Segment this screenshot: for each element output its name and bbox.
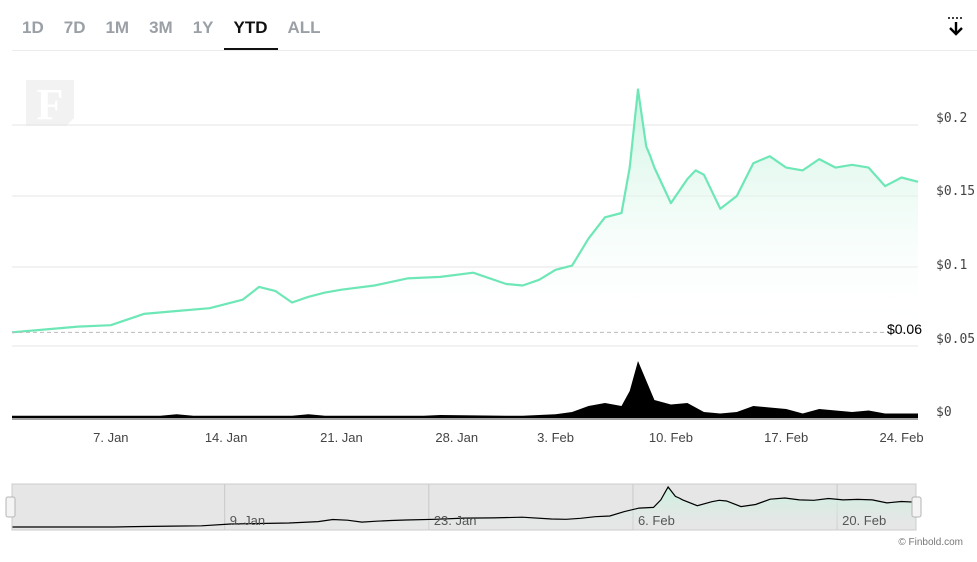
navigator-area <box>12 487 916 530</box>
range-tabs: 1D 7D 1M 3M 1Y YTD ALL <box>12 0 331 50</box>
navigator-x-tick-label: 23. Jan <box>434 513 477 528</box>
x-tick-label: 14. Jan <box>205 430 248 445</box>
tab-ytd[interactable]: YTD <box>223 12 278 50</box>
navigator-x-tick-label: 9. Jan <box>230 513 265 528</box>
y-tick-label: $0.2 <box>936 111 967 126</box>
start-price-label: $0.06 <box>887 321 922 337</box>
tab-all[interactable]: ALL <box>287 18 321 37</box>
navigator-right-handle[interactable] <box>911 496 922 518</box>
y-tick-label: $0.15 <box>936 184 975 199</box>
download-button[interactable] <box>945 14 967 38</box>
x-axis-ticks: 7. Jan 14. Jan 21. Jan 28. Jan 3. Feb 10. Feb… <box>93 430 923 445</box>
navigator-x-tick-label: 6. Feb <box>638 513 675 528</box>
x-tick-label: 3. Feb <box>537 430 574 445</box>
x-tick-label: 17. Feb <box>764 430 808 445</box>
price-chart[interactable]: F $0.06 $0 $0.05 $0.1 $0.15 $0.2 7. Jan 14. J… <box>0 51 977 562</box>
volume-series <box>12 361 918 418</box>
navigator-x-ticks: 9. Jan 23. Jan 6. Feb 20. Feb <box>230 513 886 528</box>
credit-text: © Finbold.com <box>898 537 963 548</box>
y-tick-label: $0.1 <box>936 258 967 273</box>
navigator-left-handle[interactable] <box>5 496 16 518</box>
price-area-fill <box>12 89 918 338</box>
tabs-divider <box>12 50 977 51</box>
y-tick-label: $0 <box>936 405 952 420</box>
tab-1m[interactable]: 1M <box>105 18 130 37</box>
navigator-x-tick-label: 20. Feb <box>842 513 886 528</box>
y-tick-label: $0.05 <box>936 332 975 347</box>
tab-1d[interactable]: 1D <box>22 18 44 37</box>
x-tick-label: 21. Jan <box>320 430 363 445</box>
navigator-line <box>12 485 917 528</box>
download-icon <box>948 17 964 36</box>
tab-3m[interactable]: 3M <box>149 18 173 37</box>
y-axis-ticks: $0 $0.05 $0.1 $0.15 $0.2 <box>936 111 975 420</box>
x-tick-label: 24. Feb <box>879 430 923 445</box>
tab-7d[interactable]: 7D <box>63 18 86 37</box>
x-tick-label: 10. Feb <box>649 430 693 445</box>
x-tick-label: 28. Jan <box>435 430 478 445</box>
price-line-series <box>11 88 919 334</box>
navigator[interactable]: 9. Jan 23. Jan 6. Feb 20. Feb <box>5 483 922 531</box>
volume-area <box>12 361 918 418</box>
svg-text:F: F <box>37 80 64 129</box>
x-tick-label: 7. Jan <box>93 430 128 445</box>
finbold-logo: F <box>26 80 74 129</box>
tab-1y[interactable]: 1Y <box>192 18 214 37</box>
grid-lines <box>12 124 918 420</box>
